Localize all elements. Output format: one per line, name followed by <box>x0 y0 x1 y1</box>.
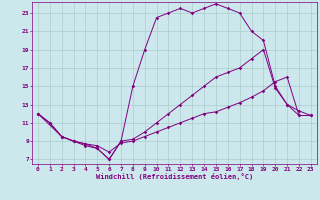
X-axis label: Windchill (Refroidissement éolien,°C): Windchill (Refroidissement éolien,°C) <box>96 173 253 180</box>
